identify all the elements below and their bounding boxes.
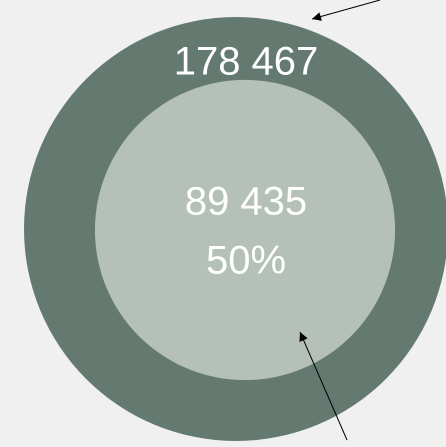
share-label: 50% (206, 239, 286, 283)
inner-circle (94, 79, 396, 381)
pointer-inner (299, 331, 348, 441)
pointer-outer (311, 0, 381, 21)
inner-value-label: 89 435 (185, 180, 307, 224)
outer-value-label: 178 467 (174, 40, 319, 84)
circles (24, 17, 446, 441)
